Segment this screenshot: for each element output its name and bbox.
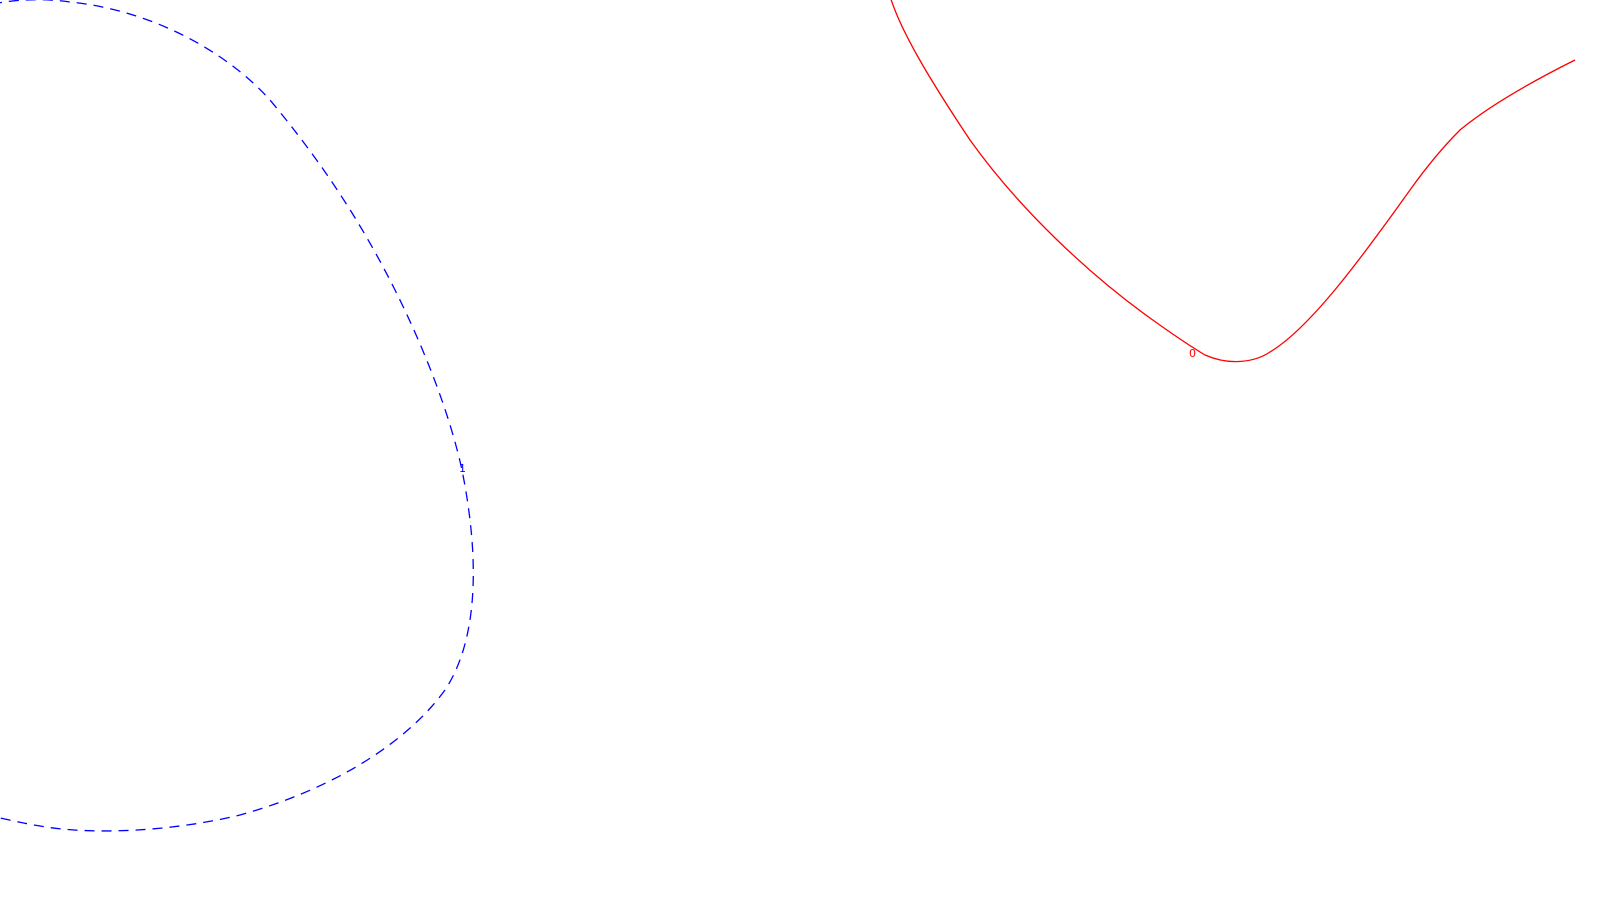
contour-line-0	[890, 0, 1576, 363]
contour-line-1	[0, 0, 474, 832]
contour-label-1: 1	[459, 462, 466, 475]
contour-label-0: 0	[1189, 347, 1196, 360]
